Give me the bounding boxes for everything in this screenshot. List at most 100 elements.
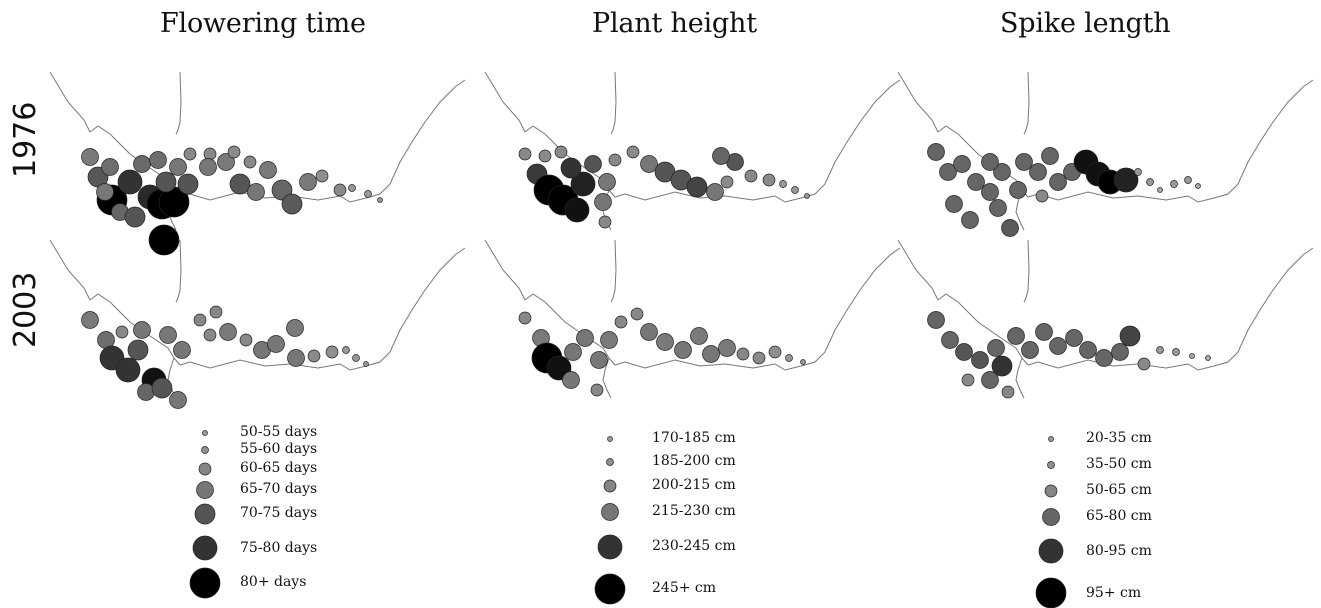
legend-flowering-label: 55-60 days bbox=[240, 441, 318, 457]
site-marker bbox=[169, 158, 187, 176]
site-marker bbox=[1035, 323, 1053, 341]
legend-flowering-label: 75-80 days bbox=[240, 540, 318, 556]
site-marker bbox=[281, 193, 303, 215]
site-marker bbox=[594, 193, 612, 211]
site-marker bbox=[199, 158, 217, 176]
site-marker bbox=[564, 343, 582, 361]
site-marker bbox=[991, 355, 1013, 377]
legend-height-symbol bbox=[603, 479, 617, 493]
site-marker bbox=[115, 325, 129, 339]
site-marker bbox=[115, 357, 141, 383]
site-marker bbox=[598, 173, 616, 191]
map-panel bbox=[49, 239, 466, 409]
legend-flowering-symbol bbox=[194, 503, 216, 525]
site-marker bbox=[762, 173, 776, 187]
site-marker bbox=[720, 175, 734, 189]
site-marker bbox=[169, 391, 187, 409]
legend-height-label: 170-185 cm bbox=[652, 430, 736, 446]
site-marker bbox=[217, 153, 235, 171]
site-marker bbox=[1007, 327, 1025, 345]
site-marker bbox=[229, 173, 251, 195]
site-marker bbox=[554, 145, 568, 159]
site-marker bbox=[518, 311, 532, 325]
site-marker bbox=[1184, 176, 1192, 184]
site-marker bbox=[640, 155, 658, 173]
site-marker bbox=[927, 143, 945, 161]
site-marker bbox=[981, 183, 999, 201]
site-marker bbox=[712, 147, 730, 165]
site-marker bbox=[953, 155, 971, 173]
legend-height-symbol bbox=[594, 573, 626, 605]
site-marker bbox=[955, 343, 973, 361]
map-panel bbox=[484, 239, 901, 399]
site-marker bbox=[219, 323, 237, 341]
legend-height-symbol bbox=[597, 534, 623, 560]
coastline bbox=[484, 71, 901, 231]
legend-height-symbol bbox=[607, 436, 613, 442]
legend-flowering-label: 70-75 days bbox=[240, 505, 318, 521]
site-marker bbox=[287, 349, 305, 367]
site-marker bbox=[348, 184, 356, 192]
title-spike-length: Spike length bbox=[1000, 8, 1171, 39]
site-marker bbox=[299, 173, 317, 191]
site-marker bbox=[133, 155, 151, 173]
legend-height-label: 245+ cm bbox=[652, 580, 717, 596]
site-marker bbox=[183, 147, 197, 161]
site-marker bbox=[203, 147, 217, 161]
site-marker bbox=[101, 158, 119, 176]
site-marker bbox=[239, 333, 253, 347]
site-marker bbox=[804, 193, 810, 199]
legend-flowering-label: 50-55 days bbox=[240, 424, 318, 440]
site-marker bbox=[690, 327, 708, 345]
site-marker bbox=[151, 377, 173, 399]
site-marker bbox=[247, 183, 265, 201]
title-flowering-time: Flowering time bbox=[160, 8, 366, 39]
site-marker bbox=[791, 186, 799, 194]
legend-flowering-symbol bbox=[201, 446, 209, 454]
legend-spike-label: 20-35 cm bbox=[1086, 430, 1152, 446]
site-marker bbox=[315, 169, 329, 183]
legend-height-label: 230-245 cm bbox=[652, 538, 736, 554]
site-marker bbox=[981, 153, 999, 171]
site-marker bbox=[987, 339, 1005, 357]
legend-flowering-symbol bbox=[196, 481, 214, 499]
legend-spike-label: 80-95 cm bbox=[1086, 543, 1152, 559]
site-marker bbox=[81, 148, 99, 166]
site-marker bbox=[209, 305, 223, 319]
site-marker bbox=[259, 161, 277, 179]
site-marker bbox=[941, 331, 959, 349]
site-marker bbox=[702, 345, 720, 363]
map-panel bbox=[897, 239, 1314, 399]
site-marker bbox=[584, 155, 602, 173]
site-marker bbox=[1029, 163, 1047, 181]
site-marker bbox=[286, 319, 304, 337]
site-marker bbox=[1170, 180, 1178, 188]
site-marker bbox=[352, 354, 360, 362]
coastline bbox=[484, 239, 901, 399]
site-marker bbox=[148, 224, 180, 256]
site-marker bbox=[1195, 183, 1201, 189]
site-marker bbox=[1015, 153, 1033, 171]
site-marker bbox=[989, 199, 1007, 217]
site-marker bbox=[927, 311, 945, 329]
site-marker bbox=[785, 354, 793, 362]
site-marker bbox=[518, 147, 532, 161]
site-marker bbox=[133, 321, 151, 339]
site-marker bbox=[96, 183, 114, 201]
map-panel bbox=[484, 71, 901, 231]
legend-flowering-label: 60-65 days bbox=[240, 460, 318, 476]
site-marker bbox=[1095, 349, 1113, 367]
site-marker bbox=[800, 359, 806, 365]
site-marker bbox=[325, 345, 339, 359]
site-marker bbox=[779, 180, 787, 188]
site-marker bbox=[590, 351, 608, 369]
map-panel bbox=[49, 71, 466, 256]
site-marker bbox=[1041, 147, 1059, 165]
site-marker bbox=[1079, 341, 1097, 359]
site-marker bbox=[656, 333, 674, 351]
site-marker bbox=[674, 341, 692, 359]
site-marker bbox=[243, 155, 257, 169]
site-marker bbox=[81, 311, 99, 329]
